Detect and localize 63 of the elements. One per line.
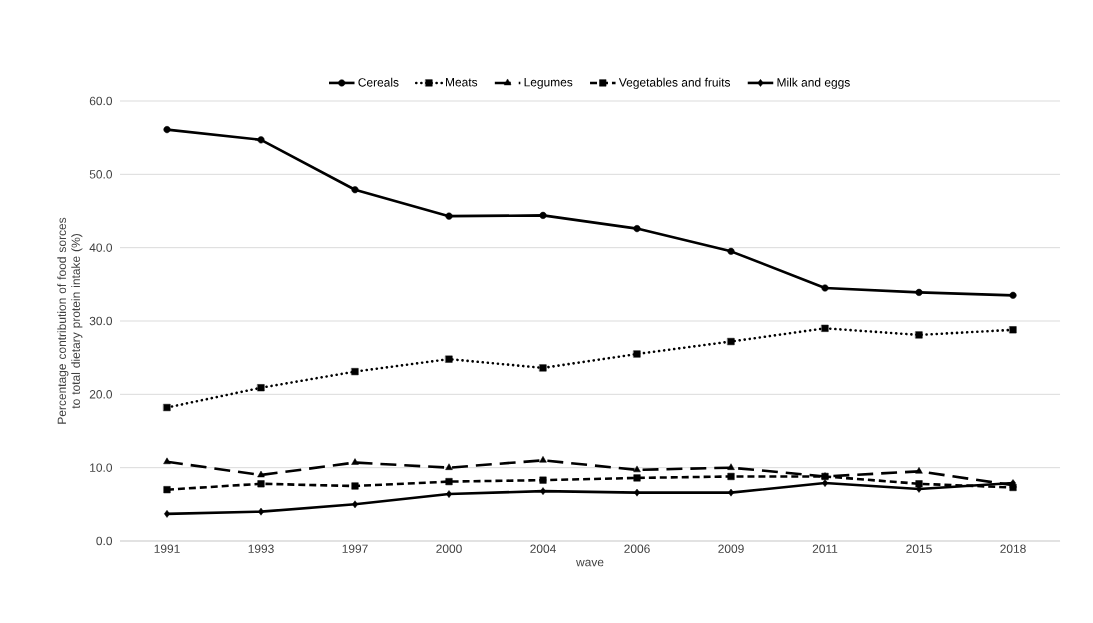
point — [539, 456, 547, 463]
point — [163, 404, 171, 412]
x-tick-label: 2015 — [906, 544, 932, 553]
point — [915, 467, 923, 474]
point — [821, 284, 829, 292]
y-tick-label: 10.0 — [90, 463, 113, 472]
y-tick-label: 50.0 — [89, 170, 113, 179]
point — [351, 458, 359, 465]
point — [727, 463, 735, 470]
y-tick-label: 20.0 — [89, 390, 113, 399]
point — [257, 384, 265, 392]
point — [445, 463, 453, 470]
x-tick-label: 2006 — [624, 544, 650, 553]
legend-label: Meats — [446, 78, 478, 87]
point — [257, 480, 265, 488]
point — [539, 364, 547, 372]
x-axis-title: wave — [576, 559, 604, 567]
point — [1009, 326, 1017, 334]
x-tick-label: 2018 — [1000, 544, 1026, 553]
point — [445, 355, 453, 363]
y-tick-label: 30.0 — [89, 316, 113, 326]
legend-label: Cereals — [358, 77, 399, 87]
point — [351, 368, 359, 376]
point — [163, 457, 171, 465]
point — [915, 331, 923, 339]
point — [445, 212, 453, 220]
point — [539, 211, 547, 219]
point — [163, 126, 171, 134]
point — [633, 465, 641, 473]
point — [633, 225, 641, 233]
y-tick-label: 60.0 — [89, 96, 113, 106]
x-tick-label: 2011 — [812, 544, 838, 553]
point — [540, 487, 546, 495]
y-tick-label: 40.0 — [89, 243, 113, 252]
point — [257, 470, 265, 478]
legend-label: Legumes — [524, 78, 573, 89]
point — [821, 324, 829, 332]
point — [164, 510, 170, 518]
y-axis-title: Percentage contribution of food sorces to total dietary protein intake (%) — [57, 217, 83, 424]
point — [727, 338, 735, 346]
point — [822, 479, 828, 487]
point — [445, 478, 453, 486]
x-tick-label: 1991 — [154, 544, 180, 553]
point — [163, 486, 171, 494]
legend-label: Vegetables and fruits — [618, 77, 731, 90]
point — [446, 490, 452, 498]
y-tick-label: 0.0 — [96, 536, 113, 546]
point — [351, 186, 359, 194]
x-tick-label: 2000 — [436, 544, 462, 553]
x-tick-label: 1993 — [248, 544, 274, 553]
x-tick-label: 2009 — [718, 544, 744, 553]
point — [727, 247, 735, 255]
point — [633, 350, 641, 358]
point — [539, 476, 547, 484]
x-tick-label: 2004 — [530, 544, 556, 553]
point — [633, 474, 641, 482]
legend-label: Milk and eggs — [777, 77, 850, 90]
point — [257, 136, 265, 144]
point — [351, 482, 359, 490]
point — [1009, 291, 1017, 299]
x-tick-label: 1997 — [342, 544, 368, 553]
point — [727, 472, 735, 480]
point — [915, 288, 923, 296]
